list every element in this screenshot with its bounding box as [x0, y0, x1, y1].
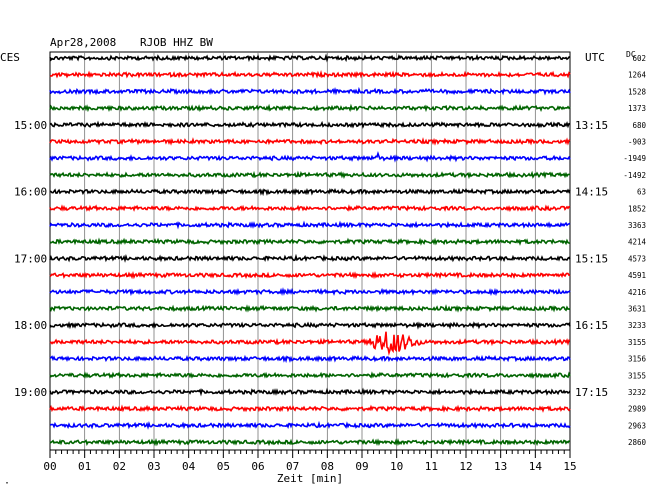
x-tick-label: 14 — [529, 460, 543, 473]
trace-row-16 — [49, 304, 571, 313]
x-tick-label: 01 — [78, 460, 91, 473]
right-zone-label: UTC — [585, 51, 605, 64]
dc-offset-label: 1528 — [628, 87, 647, 96]
dc-offset-label: 3631 — [628, 305, 646, 314]
seismogram-traces — [49, 53, 571, 447]
left-hour-label: 18:00 — [14, 319, 47, 332]
x-tick-label: 05 — [217, 460, 230, 473]
dc-offset-label: 1373 — [628, 104, 646, 113]
right-hour-label: 13:15 — [575, 119, 608, 132]
dc-offset-label: 4216 — [628, 288, 647, 297]
dc-offset-label: 1264 — [628, 71, 647, 80]
trace-row-4 — [49, 103, 571, 113]
left-hour-label: 19:00 — [14, 386, 47, 399]
dc-offset-label: 3233 — [628, 321, 646, 330]
dc-offset-label: 4573 — [628, 254, 646, 263]
trace-row-19 — [49, 354, 571, 364]
trace-row-6 — [49, 137, 571, 146]
trace-row-21 — [49, 387, 571, 397]
x-tick-label: 07 — [286, 460, 299, 473]
dc-offset-label: 3232 — [628, 388, 646, 397]
trace-row-1 — [49, 53, 571, 63]
dc-offset-label: -1949 — [623, 154, 646, 163]
right-hour-labels: 13:15 14:15 15:15 16:15 17:15 — [575, 119, 608, 399]
x-tick-label: 09 — [355, 460, 368, 473]
left-hour-labels: 15:00 16:00 17:00 18:00 19:00 — [14, 119, 47, 399]
dc-offset-labels: 602 1264 1528 1373 680 -903 -1949 -1492 63 1852 33… — [623, 54, 646, 447]
dc-offset-label: 3363 — [628, 221, 646, 230]
right-hour-label: 15:15 — [575, 252, 608, 265]
header-station: RJOB HHZ BW — [140, 36, 213, 49]
dc-offset-label: 3155 — [628, 338, 646, 347]
trace-row-10 — [49, 204, 571, 213]
dc-offset-label: 602 — [632, 54, 646, 63]
trace-row-18 — [49, 331, 571, 356]
trace-row-24 — [49, 437, 571, 447]
x-tick-label: 02 — [113, 460, 126, 473]
header-date: Apr28,2008 — [50, 36, 116, 49]
trace-row-15 — [49, 287, 571, 297]
dc-offset-label: 2860 — [628, 438, 647, 447]
dc-label: DC — [626, 50, 636, 59]
trace-row-17 — [49, 321, 571, 330]
trace-row-9 — [49, 187, 571, 197]
right-hour-label: 17:15 — [575, 386, 608, 399]
trace-row-7 — [49, 151, 571, 163]
dc-offset-label: 1852 — [628, 204, 646, 213]
trace-row-12 — [49, 237, 571, 246]
dc-offset-label: 680 — [632, 121, 646, 130]
x-tick-label: 00 — [43, 460, 56, 473]
right-hour-label: 14:15 — [575, 186, 608, 199]
dc-offset-label: 3156 — [628, 355, 647, 364]
grid — [49, 51, 571, 451]
x-tick-label: 10 — [390, 460, 403, 473]
dc-offset-label: 3155 — [628, 371, 646, 380]
dc-offset-label: -903 — [628, 138, 646, 147]
trace-row-5 — [49, 120, 571, 129]
trace-row-11 — [49, 220, 571, 230]
dc-offset-label: -1492 — [623, 171, 646, 180]
x-axis-label: Zeit [min] — [277, 472, 343, 485]
x-tick-label: 08 — [321, 460, 334, 473]
dc-offset-label: 4214 — [628, 238, 647, 247]
dc-offset-label: 4591 — [628, 271, 646, 280]
x-tick-label: 15 — [563, 460, 576, 473]
left-hour-label: 17:00 — [14, 252, 47, 265]
x-tick-label: 12 — [459, 460, 472, 473]
trace-row-22 — [49, 404, 571, 413]
dc-offset-label: 2963 — [628, 421, 646, 430]
dc-offset-label: 2989 — [628, 405, 646, 414]
x-tick-label: 11 — [425, 460, 438, 473]
left-hour-label: 15:00 — [14, 119, 47, 132]
x-axis: 00 01 02 03 04 05 06 07 08 09 10 11 12 13 14 15 — [43, 449, 577, 473]
corner-mark: · — [4, 478, 10, 489]
trace-row-20 — [49, 371, 571, 380]
left-zone-label: CES — [0, 51, 20, 64]
trace-row-2 — [49, 70, 571, 79]
left-hour-label: 16:00 — [14, 186, 47, 199]
trace-row-3 — [49, 86, 571, 96]
dc-offset-label: 63 — [637, 188, 646, 197]
x-tick-label: 04 — [182, 460, 196, 473]
x-tick-label: 03 — [147, 460, 160, 473]
x-tick-label: 13 — [494, 460, 507, 473]
trace-row-14 — [49, 270, 571, 280]
trace-row-8 — [49, 170, 570, 180]
right-hour-label: 16:15 — [575, 319, 608, 332]
trace-row-13 — [49, 253, 571, 263]
trace-row-23 — [49, 420, 571, 430]
x-tick-label: 06 — [251, 460, 264, 473]
